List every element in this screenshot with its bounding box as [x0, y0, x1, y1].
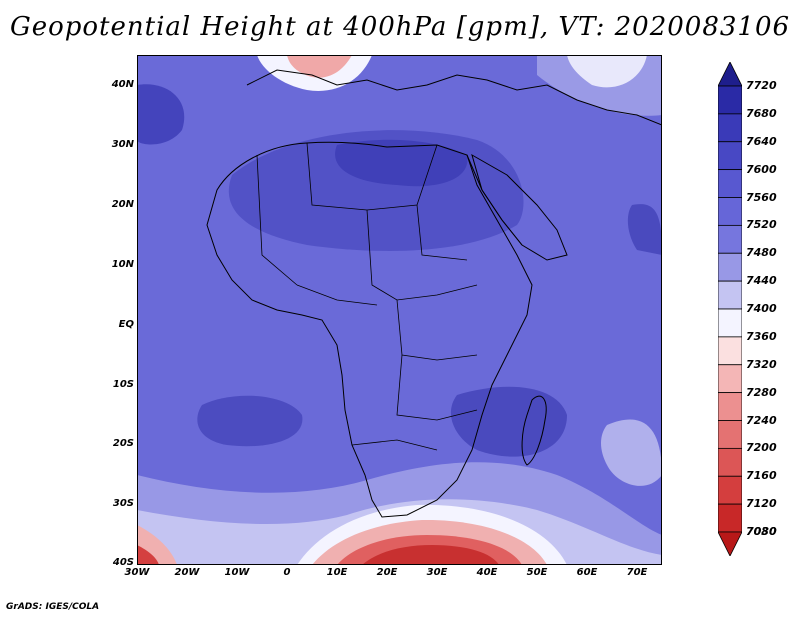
colorbar-label: 7120	[746, 497, 777, 511]
map-frame	[137, 55, 662, 565]
red-sea-line	[466, 154, 523, 246]
colorbar-label: 7560	[746, 190, 777, 204]
colorbar-label: 7320	[746, 357, 777, 371]
colorbar	[718, 62, 742, 556]
colorbar-swatch	[718, 113, 742, 143]
colorbar-label: 7200	[746, 441, 777, 455]
colorbar-label: 7480	[746, 246, 777, 260]
x-tick-label: 0	[283, 567, 291, 578]
x-tick-label: 50E	[526, 567, 548, 578]
high-cell-southern-africa	[450, 386, 567, 457]
colorbar-swatch	[718, 169, 742, 198]
colorbar-label: 7720	[746, 79, 777, 92]
colorbar-label: 7520	[746, 218, 777, 232]
x-tick-label: 10W	[224, 567, 250, 578]
coastlines	[206, 69, 662, 518]
colorbar-top-arrow	[718, 62, 742, 87]
x-tick-label: 30W	[124, 567, 150, 578]
europe-coast	[246, 69, 662, 126]
x-tick-label: 60E	[576, 567, 598, 578]
colorbar-swatch	[718, 252, 742, 282]
y-tick-label: 10N	[111, 259, 134, 270]
colorbar-swatch	[718, 392, 742, 421]
y-tick-label: 30S	[112, 498, 134, 509]
colorbar-swatch	[718, 224, 742, 254]
colorbar-bottom-arrow	[718, 531, 742, 556]
y-tick-label: EQ	[118, 319, 134, 330]
country-borders	[256, 142, 478, 451]
colorbar-swatch	[718, 85, 742, 115]
colorbar-label: 7160	[746, 469, 777, 483]
high-cell-northwest	[137, 84, 185, 145]
colorbar-label: 7600	[746, 162, 777, 176]
colorbar-label: 7640	[746, 134, 777, 148]
colorbar-label: 7030	[746, 525, 777, 538]
colorbar-swatch	[718, 420, 742, 449]
colorbar-label: 7240	[746, 413, 777, 427]
x-tick-label: 40E	[476, 567, 498, 578]
high-cell-east	[627, 204, 662, 255]
y-tick-label: 20N	[111, 199, 134, 210]
colorbar-label: 7680	[746, 106, 777, 120]
x-tick-label: 20E	[376, 567, 398, 578]
trough-southwest-core	[137, 545, 159, 565]
madagascar-coast	[521, 395, 547, 466]
low-cell-indian-ocean	[601, 419, 662, 486]
colorbar-swatch	[718, 336, 742, 366]
x-tick-label: 30E	[426, 567, 448, 578]
footer-credit: GrADS: IGES/COLA	[6, 602, 100, 612]
y-tick-label: 40S	[112, 557, 134, 568]
colorbar-swatch	[718, 197, 742, 226]
colorbar-label: 7280	[746, 385, 777, 399]
colorbar-swatch	[718, 475, 742, 505]
colorbar-swatch	[718, 141, 742, 171]
y-tick-label: 40N	[111, 79, 134, 90]
y-tick-label: 30N	[111, 139, 134, 150]
colorbar-swatch	[718, 280, 742, 310]
x-tick-label: 20W	[174, 567, 200, 578]
map-panel	[137, 55, 662, 565]
colorbar-swatch	[718, 308, 742, 338]
x-tick-label: 70E	[626, 567, 648, 578]
colorbar-swatch	[718, 503, 742, 533]
high-cell-sahara-core	[335, 139, 468, 187]
colorbar-label: 7360	[746, 329, 777, 343]
low-cell-northeast-core	[567, 55, 647, 88]
colorbar-label: 7400	[746, 302, 777, 315]
y-tick-label: 20S	[112, 438, 134, 449]
colorbar-swatch	[718, 447, 742, 477]
high-cell-atlantic	[197, 395, 303, 447]
trough-north-core	[287, 55, 352, 78]
colorbar-label: 7080	[746, 525, 777, 538]
y-tick-label: 10S	[112, 379, 134, 390]
colorbar-label: 7440	[746, 274, 777, 288]
africa-coastline	[206, 141, 533, 518]
colorbar-swatch	[718, 364, 742, 394]
map-title: Geopotential Height at 400hPa [gpm], VT:…	[9, 12, 791, 42]
x-tick-label: 10E	[326, 567, 348, 578]
trough-south-deep	[362, 545, 499, 565]
